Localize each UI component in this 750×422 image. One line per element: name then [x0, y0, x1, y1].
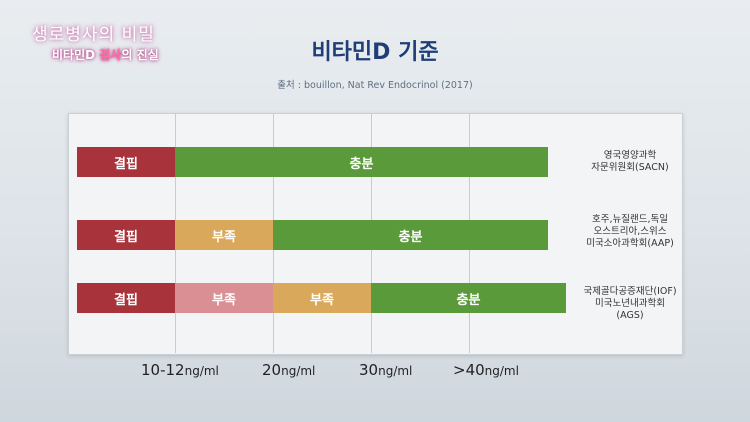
- tick-label-20: 20ng/ml: [262, 361, 315, 379]
- org-line: 미국소아과학회(AAP): [586, 238, 674, 249]
- row2-organization: 호주,뉴질랜드,독일 오스트리아,스위스 미국소아과학회(AAP): [582, 214, 678, 250]
- tick-value: 30: [359, 361, 379, 379]
- org-line: 국제골다공증재단(IOF): [583, 286, 677, 297]
- tick-label-10-12: 10-12ng/ml: [141, 361, 219, 379]
- org-line: 오스트리아,스위스: [593, 226, 667, 237]
- show-logo: 생로병사의 비밀 비타민D 검사의 진실: [30, 18, 180, 73]
- show-logo-subtitle: 비타민D 검사의 진실: [52, 46, 159, 63]
- source-citation: 출처 : bouillon, Nat Rev Endocrinol (2017): [277, 80, 473, 91]
- row2-segment-insufficient: 부족: [175, 220, 273, 250]
- logo-subtitle-part2: 의 진실: [121, 48, 159, 62]
- tick-value: 20: [262, 361, 282, 379]
- logo-subtitle-highlight: 검사: [99, 48, 122, 62]
- row2-segment-deficiency: 결핍: [77, 220, 175, 250]
- row1-segment-deficiency: 결핍: [77, 147, 175, 177]
- tick-label-30: 30ng/ml: [359, 361, 412, 379]
- tick-unit: ng/ml: [184, 364, 219, 378]
- org-line: 영국영양과학: [603, 150, 657, 161]
- row2-segment-sufficient: 충분: [273, 220, 548, 250]
- row1-segment-sufficient: 충분: [175, 147, 548, 177]
- row1-organization: 영국영양과학 자문위원회(SACN): [582, 150, 678, 174]
- show-logo-title: 생로병사의 비밀: [32, 25, 155, 45]
- tick-value: >40: [453, 361, 485, 379]
- logo-subtitle-part1: 비타민D: [52, 48, 100, 62]
- row3-organization: 국제골다공증재단(IOF) 미국노년내과학회(AGS): [582, 286, 678, 322]
- org-line: 호주,뉴질랜드,독일: [592, 214, 668, 225]
- tick-value: 10-12: [141, 361, 185, 379]
- row3-segment-deficiency: 결핍: [77, 283, 175, 313]
- page-title: 비타민D 기준: [311, 40, 439, 65]
- tick-unit: ng/ml: [378, 364, 413, 378]
- row3-segment-insufficient-high: 부족: [273, 283, 371, 313]
- org-line: 자문위원회(SACN): [591, 162, 669, 173]
- tick-unit: ng/ml: [484, 364, 519, 378]
- tick-label-40: >40ng/ml: [453, 361, 519, 379]
- row3-segment-insufficient-low: 부족: [175, 283, 273, 313]
- tick-unit: ng/ml: [281, 364, 316, 378]
- row3-segment-sufficient: 충분: [371, 283, 566, 313]
- org-line: 미국노년내과학회(AGS): [595, 298, 665, 321]
